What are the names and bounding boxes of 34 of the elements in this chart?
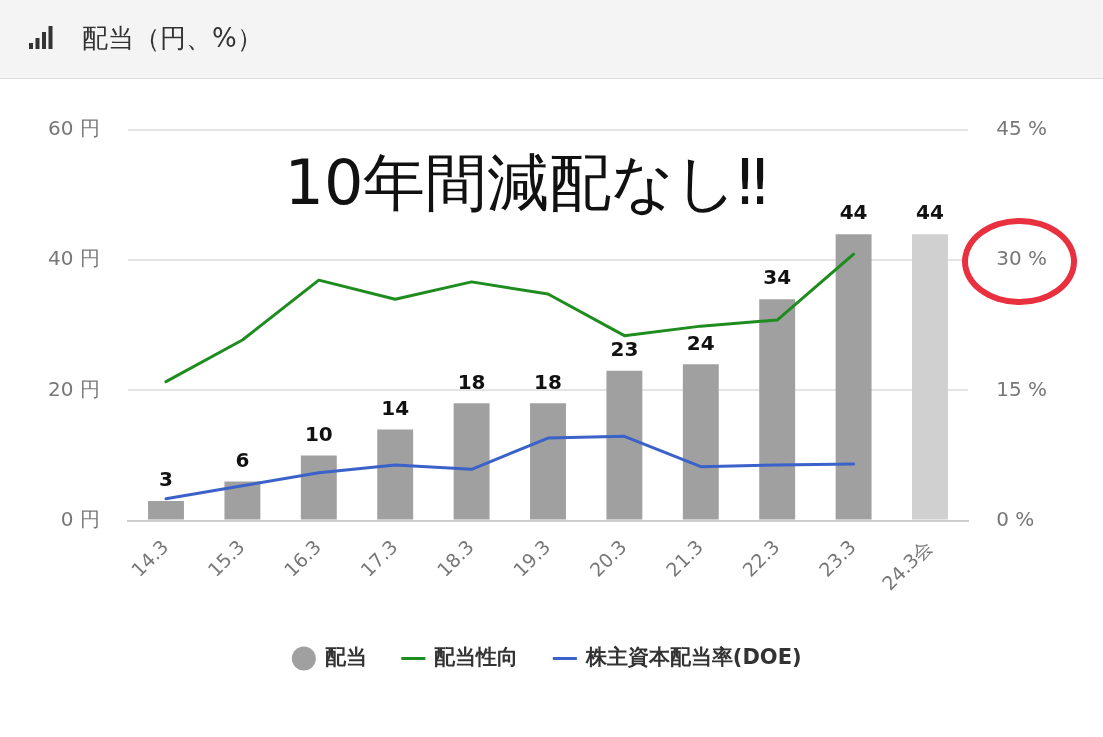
data-label: 18 <box>534 369 562 394</box>
data-label: 3 <box>159 467 173 492</box>
data-label: 18 <box>457 369 486 394</box>
bar <box>224 481 261 520</box>
y2-tick-label: 0 % <box>996 506 1035 531</box>
bar <box>606 370 643 520</box>
y-tick-label: 0 円 <box>60 506 100 531</box>
data-label: 34 <box>763 265 792 290</box>
data-label: 14 <box>381 395 410 420</box>
bar <box>682 364 719 520</box>
y2-tick-label: 45 % <box>996 116 1047 141</box>
data-label: 6 <box>235 447 250 472</box>
legend-label: 配当性向 <box>434 644 519 669</box>
bar <box>453 403 490 520</box>
bar <box>377 429 414 520</box>
data-label: 10 <box>304 421 333 446</box>
data-label: 23 <box>610 337 639 362</box>
y2-tick-label: 15 % <box>996 376 1047 401</box>
bar <box>759 299 796 520</box>
bar <box>530 403 566 520</box>
data-label: 44 <box>839 200 868 225</box>
data-label: 24 <box>686 330 715 355</box>
legend-label: 株主資本配当率(DOE) <box>584 644 802 669</box>
chart-title: 配当（円、%） <box>82 22 263 54</box>
y-tick-label: 60 円 <box>47 116 100 141</box>
bar <box>148 501 184 520</box>
legend-label: 配当 <box>324 644 367 669</box>
annotation: 10年間減配なし‼ <box>284 146 768 220</box>
y-tick-label: 20 円 <box>47 376 100 401</box>
y-tick-label: 40 円 <box>47 246 100 271</box>
bar <box>835 234 872 520</box>
data-label: 44 <box>916 200 944 225</box>
y2-tick-label: 30 % <box>996 246 1047 271</box>
bar <box>300 455 337 520</box>
